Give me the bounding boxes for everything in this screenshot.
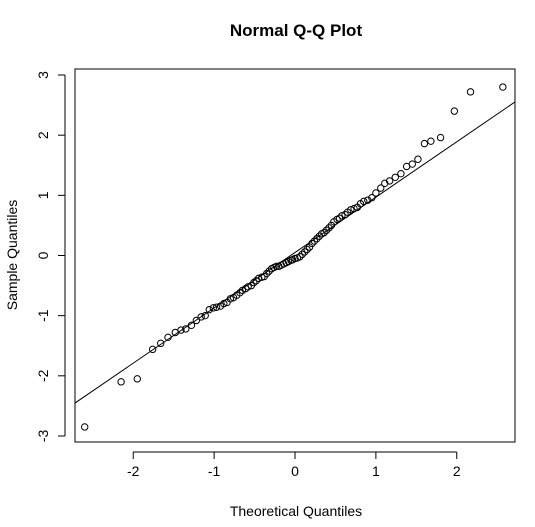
data-point (133, 375, 141, 383)
y-tick-label: -2 (35, 369, 51, 382)
data-point (450, 107, 459, 115)
qq-reference-line (75, 101, 515, 404)
data-point (252, 277, 260, 285)
data-point (164, 333, 172, 342)
y-tick-label: 2 (35, 131, 51, 139)
data-point (81, 423, 89, 431)
data-point (313, 234, 321, 243)
data-point (341, 210, 349, 219)
data-point (368, 194, 376, 202)
data-point (220, 299, 228, 308)
data-point (262, 269, 271, 278)
data-point (117, 378, 125, 386)
y-tick-label: 3 (35, 71, 51, 79)
data-point (364, 196, 372, 204)
data-point (360, 197, 368, 206)
data-point (325, 224, 333, 232)
data-point (397, 169, 405, 178)
plot-frame (74, 68, 516, 443)
data-point (377, 184, 385, 192)
data-point (385, 177, 394, 185)
x-tick-label: 0 (291, 463, 299, 479)
data-point (209, 304, 218, 312)
data-point (201, 311, 209, 320)
y-axis: -3 -2 -1 0 1 2 3 (35, 71, 66, 443)
data-point (177, 326, 185, 334)
data-point (338, 212, 346, 220)
data-point (414, 155, 422, 163)
data-point (315, 232, 323, 240)
y-tick-label: 0 (35, 251, 51, 259)
data-point (236, 289, 244, 297)
chart-title: Normal Q-Q Plot (230, 21, 363, 40)
x-axis: -2 -1 0 1 2 (127, 451, 461, 479)
x-tick-label: -1 (208, 463, 221, 479)
data-point (391, 173, 399, 181)
data-point (320, 228, 328, 237)
data-point (335, 214, 344, 222)
data-point (192, 316, 201, 325)
data-point (308, 239, 316, 248)
data-point (303, 245, 311, 254)
y-axis-title: Sample Quantiles (4, 200, 20, 311)
data-point (205, 305, 213, 314)
y-tick-label: 1 (35, 191, 51, 199)
data-point (466, 88, 475, 96)
data-point (408, 160, 416, 168)
x-axis-title: Theoretical Quantiles (230, 503, 362, 519)
data-point (182, 325, 190, 333)
data-point (212, 303, 221, 311)
x-tick-label: -2 (127, 463, 140, 479)
data-point (148, 345, 157, 354)
data-point (350, 204, 358, 213)
data-point (272, 262, 281, 271)
data-point (310, 237, 319, 245)
data-point (499, 83, 507, 91)
data-point (296, 253, 304, 261)
data-point (347, 206, 355, 214)
plot-area (75, 83, 515, 431)
data-point (298, 250, 306, 258)
x-tick-label: 1 (372, 463, 380, 479)
data-point (250, 278, 258, 287)
data-point (301, 248, 309, 256)
data-point (427, 137, 435, 145)
data-point (322, 226, 331, 234)
y-tick-label: -3 (35, 430, 51, 443)
data-point (372, 189, 380, 197)
data-point (265, 267, 273, 275)
data-point (436, 133, 445, 142)
data-point (420, 139, 429, 148)
data-point (244, 283, 252, 291)
data-point (157, 339, 165, 348)
data-point (187, 321, 196, 329)
data-point (197, 313, 205, 321)
data-point (241, 284, 250, 293)
y-tick-label: -1 (35, 309, 51, 322)
x-tick-label: 2 (453, 463, 461, 479)
data-point (226, 295, 234, 303)
